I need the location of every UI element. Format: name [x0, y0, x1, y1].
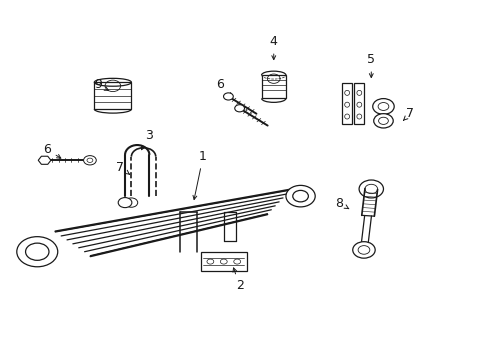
Ellipse shape: [356, 102, 361, 107]
Text: 7: 7: [403, 107, 413, 120]
FancyBboxPatch shape: [261, 75, 285, 98]
Polygon shape: [38, 156, 51, 164]
Circle shape: [285, 185, 315, 207]
Circle shape: [125, 198, 138, 207]
Text: 5: 5: [366, 53, 374, 77]
Text: 7: 7: [116, 161, 129, 174]
Circle shape: [17, 237, 58, 267]
Ellipse shape: [344, 114, 349, 119]
Text: 3: 3: [141, 129, 153, 150]
Bar: [94, 82, 131, 109]
Ellipse shape: [344, 102, 349, 107]
Circle shape: [83, 156, 96, 165]
Circle shape: [358, 180, 383, 198]
Text: 6: 6: [216, 78, 231, 96]
Ellipse shape: [356, 90, 361, 95]
Circle shape: [118, 198, 132, 208]
Text: 9: 9: [94, 78, 108, 91]
Text: 8: 8: [335, 197, 348, 210]
Text: 2: 2: [232, 268, 243, 292]
Ellipse shape: [356, 114, 361, 119]
Bar: [200, 252, 246, 271]
Bar: [341, 83, 351, 125]
Circle shape: [234, 105, 244, 112]
Circle shape: [373, 114, 392, 128]
Circle shape: [352, 242, 374, 258]
Ellipse shape: [344, 90, 349, 95]
Text: 4: 4: [269, 35, 277, 60]
Circle shape: [223, 93, 233, 100]
Circle shape: [372, 99, 393, 114]
Bar: [353, 83, 364, 125]
Text: 6: 6: [43, 143, 61, 158]
Text: 1: 1: [193, 150, 206, 199]
